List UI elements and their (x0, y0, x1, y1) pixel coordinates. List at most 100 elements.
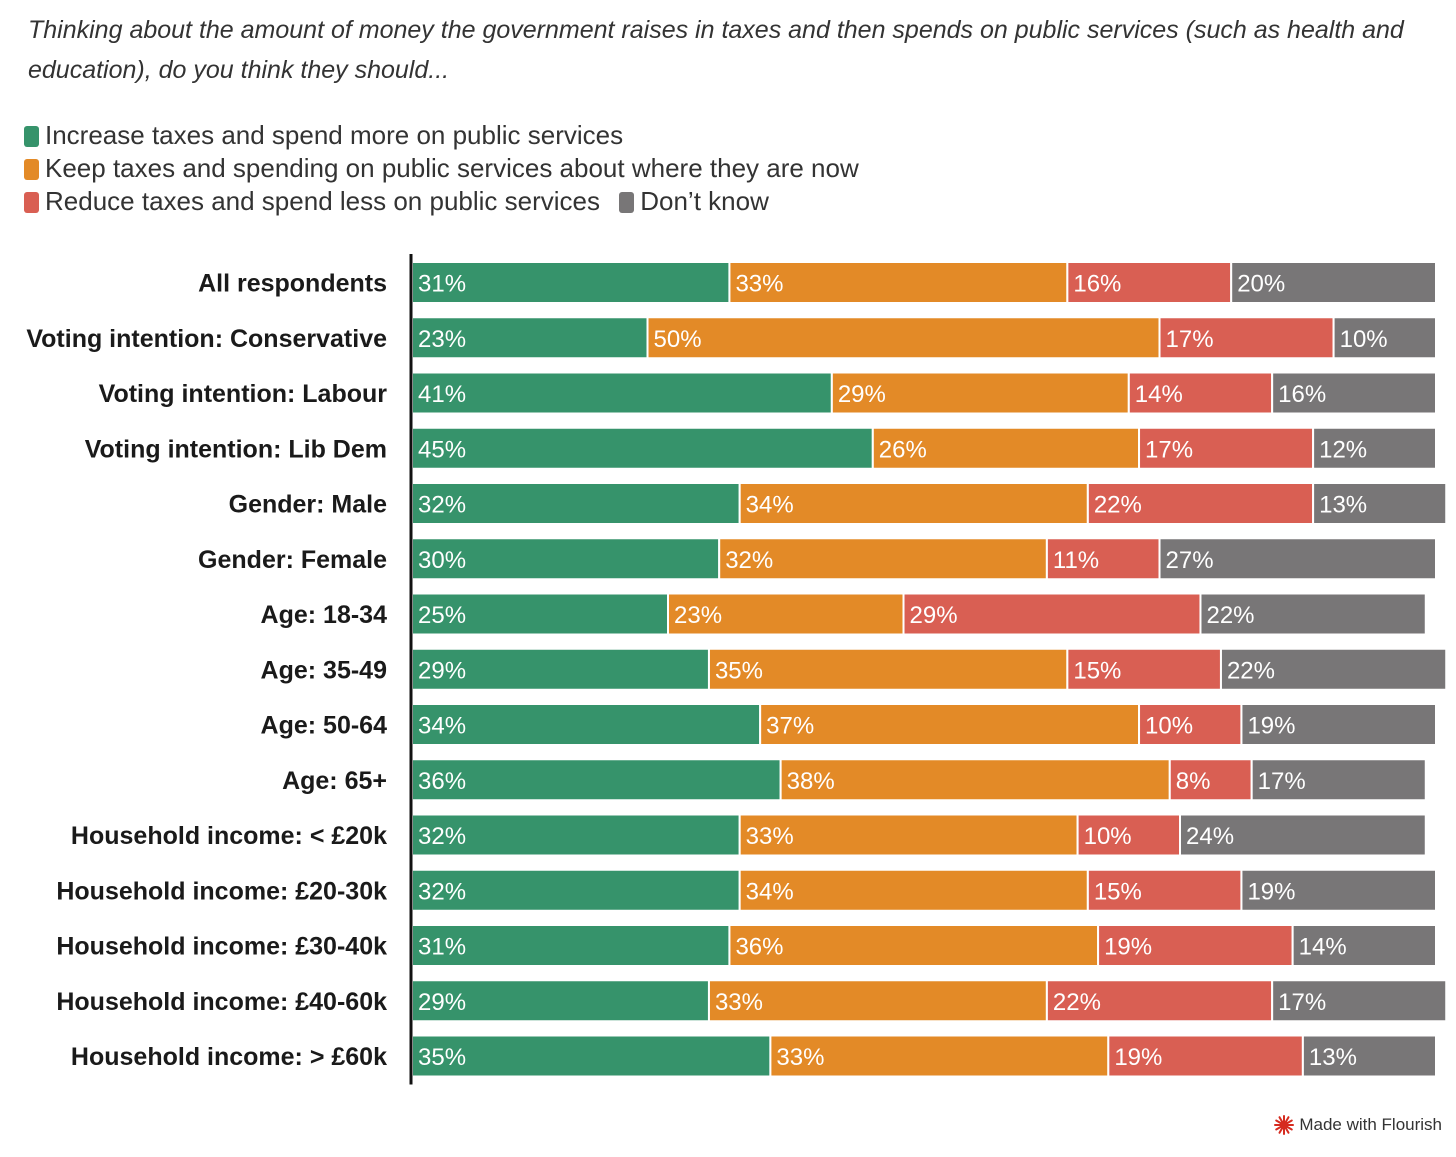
bar-segment-keep-taxes-and-spending-on-public-services-about-where-they-are-now[interactable] (871, 426, 1141, 470)
bar-row: Gender: Female 30% 32% 11% 27% (198, 537, 1438, 581)
bar-segment-increase-taxes-and-spend-more-on-public-services[interactable] (411, 979, 710, 1023)
bar-segment-don-t-know[interactable] (1179, 813, 1427, 857)
bar-segment-keep-taxes-and-spending-on-public-services-about-where-they-are-now[interactable] (738, 813, 1079, 857)
bar-segment-increase-taxes-and-spend-more-on-public-services[interactable] (411, 868, 741, 912)
bar-segment-increase-taxes-and-spend-more-on-public-services[interactable] (411, 426, 874, 470)
bar-segment-reduce-taxes-and-spend-less-on-public-services[interactable] (1168, 758, 1253, 802)
bar-segment-don-t-know[interactable] (1240, 703, 1437, 746)
bar-segment-don-t-know[interactable] (1312, 426, 1437, 470)
legend-label-increase: Increase taxes and spend more on public … (45, 120, 624, 150)
bar-row: Voting intention: Lib Dem 45% 26% 17% 12% (85, 426, 1437, 470)
legend-swatch-reduce (24, 192, 39, 213)
chart-subtitle: Thinking about the amount of money the g… (28, 16, 1404, 84)
bar-segment-don-t-know[interactable] (1230, 261, 1437, 304)
data-label: 10% (1340, 326, 1388, 353)
bar-segment-don-t-know[interactable] (1158, 537, 1438, 581)
bar-segment-keep-taxes-and-spending-on-public-services-about-where-they-are-now[interactable] (718, 537, 1048, 581)
bar-segment-increase-taxes-and-spend-more-on-public-services[interactable] (411, 1034, 772, 1078)
bar-segment-keep-taxes-and-spending-on-public-services-about-where-they-are-now[interactable] (707, 979, 1048, 1023)
bar-segment-keep-taxes-and-spending-on-public-services-about-where-they-are-now[interactable] (707, 647, 1069, 691)
bar-segment-increase-taxes-and-spend-more-on-public-services[interactable] (411, 261, 731, 304)
bar-segment-reduce-taxes-and-spend-less-on-public-services[interactable] (1127, 371, 1274, 415)
bar-segment-increase-taxes-and-spend-more-on-public-services[interactable] (411, 371, 833, 415)
legend-row: Increase taxes and spend more on public … (24, 119, 1024, 152)
data-label: 31% (418, 271, 466, 298)
data-label: 24% (1186, 823, 1234, 850)
bar-segment-keep-taxes-and-spending-on-public-services-about-where-they-are-now[interactable] (646, 316, 1161, 360)
data-label: 35% (715, 657, 763, 684)
category-label: Age: 50-64 (261, 712, 388, 740)
legend-item-increase: Increase taxes and spend more on public … (24, 119, 623, 152)
data-label: 10% (1084, 823, 1132, 850)
data-label: 33% (776, 1044, 824, 1071)
flourish-credit[interactable]: Made with Flourish (1274, 1115, 1442, 1135)
data-label: 16% (1073, 271, 1121, 298)
data-label: 22% (1206, 602, 1254, 629)
data-label: 22% (1094, 492, 1142, 519)
data-label: 23% (418, 326, 466, 353)
bar-segment-don-t-know[interactable] (1312, 482, 1448, 525)
bar-segment-reduce-taxes-and-spend-less-on-public-services[interactable] (1066, 261, 1233, 304)
flourish-logo-icon (1274, 1115, 1295, 1135)
data-label: 15% (1073, 657, 1121, 684)
bar-row: Household income: £40-60k 29% 33% 22% 17% (56, 979, 1448, 1023)
legend-item-keep: Keep taxes and spending on public servic… (24, 152, 859, 185)
data-label: 14% (1135, 381, 1183, 408)
bar-segment-increase-taxes-and-spend-more-on-public-services[interactable] (411, 924, 731, 967)
data-label: 34% (746, 878, 794, 905)
data-label: 32% (725, 547, 773, 574)
bar-segment-increase-taxes-and-spend-more-on-public-services[interactable] (411, 537, 721, 581)
bar-row: All respondents 31% 33% 16% 20% (198, 261, 1437, 304)
category-label: Household income: £30-40k (56, 933, 387, 961)
data-label: 8% (1176, 768, 1211, 795)
bar-row: Age: 18-34 25% 23% 29% 22% (261, 592, 1427, 636)
bar-segment-don-t-know[interactable] (1199, 592, 1427, 636)
data-label: 16% (1278, 381, 1326, 408)
data-label: 29% (838, 381, 886, 408)
category-label: All respondents (198, 270, 387, 298)
data-label: 26% (879, 436, 927, 463)
bar-segment-reduce-taxes-and-spend-less-on-public-services[interactable] (1086, 482, 1315, 525)
legend-label-dont-know: Don’t know (640, 186, 769, 216)
bar-segment-reduce-taxes-and-spend-less-on-public-services[interactable] (1076, 813, 1181, 857)
bar-segment-reduce-taxes-and-spend-less-on-public-services[interactable] (1097, 924, 1294, 967)
bar-segment-keep-taxes-and-spending-on-public-services-about-where-they-are-now[interactable] (728, 924, 1100, 967)
bar-segment-increase-taxes-and-spend-more-on-public-services[interactable] (411, 758, 782, 802)
data-label: 29% (910, 602, 958, 629)
data-label: 34% (418, 713, 466, 740)
bar-segment-don-t-know[interactable] (1250, 758, 1427, 802)
bar-segment-keep-taxes-and-spending-on-public-services-about-where-they-are-now[interactable] (779, 758, 1171, 802)
bar-segment-don-t-know[interactable] (1271, 979, 1448, 1023)
bar-segment-reduce-taxes-and-spend-less-on-public-services[interactable] (1086, 868, 1243, 912)
bar-segment-don-t-know[interactable] (1240, 868, 1437, 912)
data-label: 17% (1145, 436, 1193, 463)
bar-row: Gender: Male 32% 34% 22% 13% (229, 482, 1448, 525)
data-label: 30% (418, 547, 466, 574)
bar-segment-don-t-know[interactable] (1301, 1034, 1437, 1078)
legend-swatch-increase (24, 126, 39, 147)
data-label: 27% (1166, 547, 1214, 574)
bar-segment-reduce-taxes-and-spend-less-on-public-services[interactable] (1138, 426, 1315, 470)
bar-segment-reduce-taxes-and-spend-less-on-public-services[interactable] (1107, 1034, 1304, 1078)
bar-segment-don-t-know[interactable] (1219, 647, 1448, 691)
data-label: 33% (746, 823, 794, 850)
bar-segment-don-t-know[interactable] (1271, 371, 1438, 415)
bar-segment-increase-taxes-and-spend-more-on-public-services[interactable] (411, 647, 710, 691)
bar-segment-don-t-know[interactable] (1332, 316, 1437, 360)
data-label: 13% (1319, 492, 1367, 519)
bar-segment-reduce-taxes-and-spend-less-on-public-services[interactable] (1045, 537, 1161, 581)
bar-row: Household income: £30-40k 31% 36% 19% 14% (56, 924, 1438, 967)
legend-item-dont-know: Don’t know (619, 185, 769, 218)
data-label: 25% (418, 602, 466, 629)
bar-segment-reduce-taxes-and-spend-less-on-public-services[interactable] (1066, 647, 1222, 691)
data-label: 12% (1319, 436, 1367, 463)
data-label: 17% (1166, 326, 1214, 353)
data-label: 33% (715, 989, 763, 1016)
data-label: 32% (418, 823, 466, 850)
bar-segment-reduce-taxes-and-spend-less-on-public-services[interactable] (902, 592, 1202, 636)
legend-item-reduce: Reduce taxes and spend less on public se… (24, 185, 600, 218)
bar-segment-keep-taxes-and-spending-on-public-services-about-where-they-are-now[interactable] (759, 703, 1141, 746)
bar-segment-reduce-taxes-and-spend-less-on-public-services[interactable] (1158, 316, 1335, 360)
bar-segment-don-t-know[interactable] (1291, 924, 1438, 967)
bar-segment-keep-taxes-and-spending-on-public-services-about-where-they-are-now[interactable] (830, 371, 1130, 415)
